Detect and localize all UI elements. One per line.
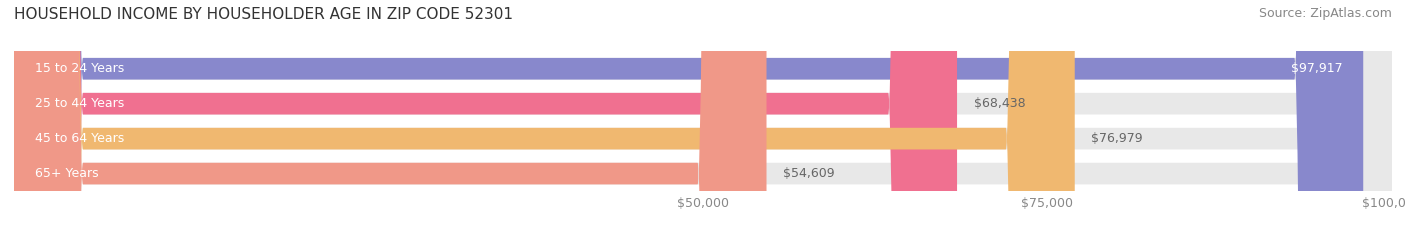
- Text: 45 to 64 Years: 45 to 64 Years: [35, 132, 124, 145]
- FancyBboxPatch shape: [14, 0, 1392, 233]
- Text: $97,917: $97,917: [1291, 62, 1343, 75]
- FancyBboxPatch shape: [14, 0, 1392, 233]
- Text: 65+ Years: 65+ Years: [35, 167, 98, 180]
- Text: 25 to 44 Years: 25 to 44 Years: [35, 97, 124, 110]
- Text: $54,609: $54,609: [783, 167, 835, 180]
- Text: $76,979: $76,979: [1091, 132, 1143, 145]
- FancyBboxPatch shape: [14, 0, 766, 233]
- FancyBboxPatch shape: [14, 0, 1392, 233]
- Text: Source: ZipAtlas.com: Source: ZipAtlas.com: [1258, 7, 1392, 20]
- Text: $68,438: $68,438: [973, 97, 1025, 110]
- FancyBboxPatch shape: [14, 0, 1392, 233]
- FancyBboxPatch shape: [14, 0, 1074, 233]
- Text: 15 to 24 Years: 15 to 24 Years: [35, 62, 124, 75]
- FancyBboxPatch shape: [14, 0, 957, 233]
- FancyBboxPatch shape: [14, 0, 1364, 233]
- Text: HOUSEHOLD INCOME BY HOUSEHOLDER AGE IN ZIP CODE 52301: HOUSEHOLD INCOME BY HOUSEHOLDER AGE IN Z…: [14, 7, 513, 22]
